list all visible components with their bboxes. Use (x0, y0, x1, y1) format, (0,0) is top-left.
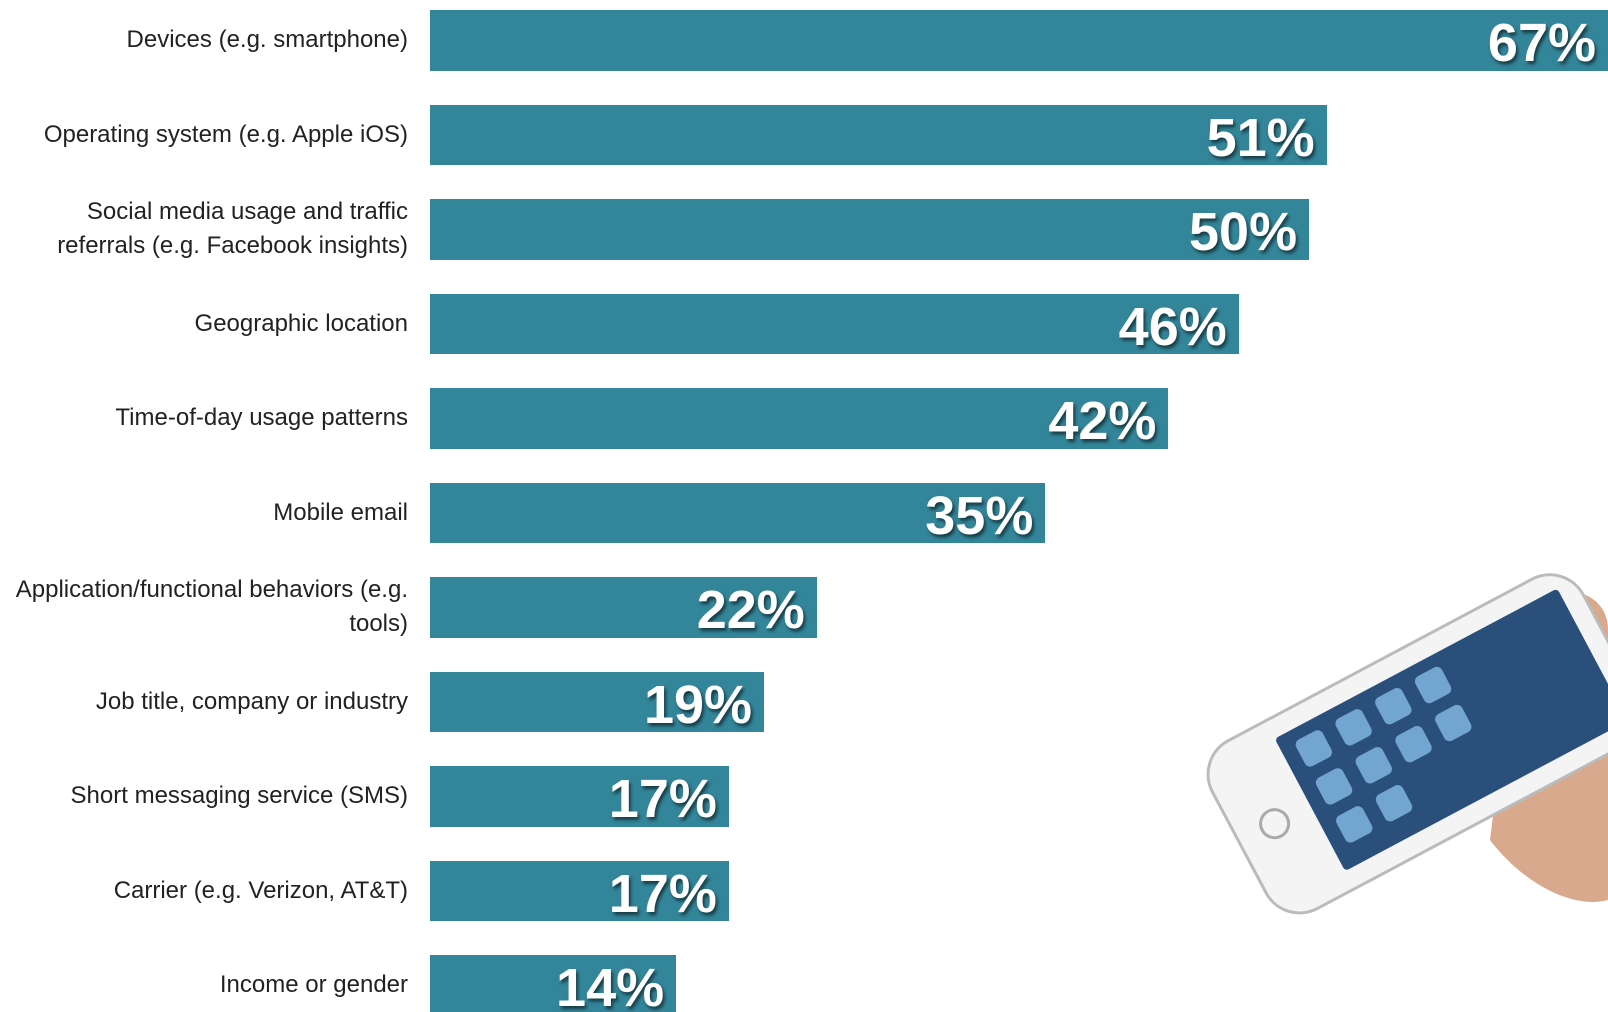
phone-illustration (1206, 573, 1608, 915)
bar (430, 199, 1310, 260)
bar (430, 577, 817, 638)
value-label: 14% (556, 958, 665, 1012)
category-label-text: Geographic location (194, 309, 408, 337)
category-label-text: Operating system (e.g. Apple iOS) (43, 120, 408, 148)
value-label: 51% (1206, 107, 1315, 168)
value-label: 42% (1048, 391, 1157, 451)
value-label: 17% (608, 863, 717, 924)
category-label-text: Devices (e.g. smartphone) (126, 26, 408, 54)
value-label: 67% (1487, 13, 1596, 73)
category-label-text: Application/functional behaviors (e.g. t… (15, 576, 408, 638)
value-label: 22% (696, 580, 805, 640)
category-label: Time-of-day usage patterns (0, 378, 408, 459)
category-label: Devices (e.g. smartphone) (0, 0, 408, 81)
category-label-text: Time-of-day usage patterns (115, 404, 408, 432)
bar (430, 104, 1327, 165)
bar (430, 766, 729, 827)
bar (430, 860, 729, 921)
category-label: Geographic location (0, 284, 408, 365)
category-label: Application/functional behaviors (e.g. t… (0, 567, 408, 648)
category-label-text: Short messaging service (SMS) (70, 782, 408, 810)
category-label: Mobile email (0, 473, 408, 554)
category-label: Income or gender (0, 945, 408, 1012)
category-label-text: Income or gender (219, 971, 408, 999)
bar (430, 482, 1046, 543)
bar (430, 955, 677, 1012)
bar (430, 293, 1239, 354)
value-label: 50% (1189, 202, 1298, 262)
category-label: Operating system (e.g. Apple iOS) (0, 95, 408, 176)
bar (430, 671, 765, 732)
category-label: Job title, company or industry (0, 662, 408, 743)
category-label: Short messaging service (SMS) (0, 756, 408, 837)
category-label-text: Job title, company or industry (95, 687, 408, 715)
category-label: Social media usage and traffic referrals… (0, 189, 408, 270)
category-label-text: Mobile email (273, 498, 408, 526)
category-label: Carrier (e.g. Verizon, AT&T) (0, 851, 408, 932)
category-label-text: Carrier (e.g. Verizon, AT&T) (113, 876, 408, 904)
value-label: 46% (1118, 296, 1227, 357)
value-label: 35% (925, 485, 1034, 546)
bar (430, 388, 1169, 449)
value-label: 17% (608, 769, 717, 829)
category-label-text: Social media usage and traffic referrals… (57, 198, 408, 260)
value-label: 19% (643, 674, 753, 735)
bar (430, 10, 1608, 71)
